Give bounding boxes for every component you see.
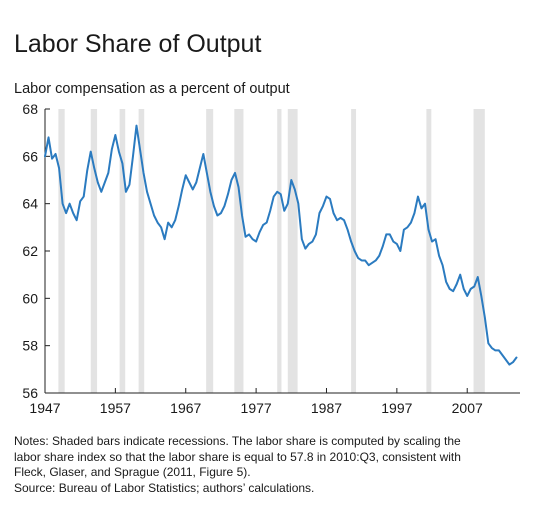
recession-bars: [58, 109, 485, 393]
chart-subtitle: Labor compensation as a percent of outpu…: [14, 81, 290, 97]
y-tick-label-68: 68: [22, 101, 38, 117]
notes-line-2: labor share index so that the labor shar…: [14, 449, 461, 464]
y-tick-label-66: 66: [22, 148, 38, 164]
recession-bar-3: [119, 109, 126, 393]
recession-bar-11: [473, 109, 485, 393]
notes-line-1: Notes: Shaded bars indicate recessions. …: [14, 434, 461, 448]
chart-title: Labor Share of Output: [14, 30, 262, 58]
y-tick-label-56: 56: [22, 385, 38, 401]
recession-bar-1: [58, 109, 65, 393]
x-tick-label-1987: 1987: [311, 400, 342, 416]
y-tick-label-58: 58: [22, 338, 38, 354]
x-tick-label-1977: 1977: [241, 400, 272, 416]
x-tick-label-1957: 1957: [100, 400, 131, 416]
line-chart: 56 58 60 62 64 66 68 1947 1957 1967 1977 1987 1997 20…: [22, 101, 520, 416]
y-tick-label-60: 60: [22, 290, 38, 306]
y-tick-label-64: 64: [22, 196, 38, 212]
y-tick-label-62: 62: [22, 243, 38, 259]
chart-notes: Notes: Shaded bars indicate recessions. …: [14, 434, 534, 496]
labor-share-line: [44, 124, 518, 366]
x-tick-label-1997: 1997: [381, 400, 412, 416]
source-line: Source: Bureau of Labor Statistics; auth…: [14, 480, 315, 495]
recession-bar-8: [287, 109, 298, 393]
recession-bar-4: [138, 109, 145, 393]
x-tick-label-1947: 1947: [29, 400, 60, 416]
axes: [44, 108, 520, 394]
recession-bar-10: [426, 109, 432, 393]
x-tick-label-1967: 1967: [170, 400, 201, 416]
recession-bar-2: [90, 109, 98, 393]
series-layer: [44, 124, 518, 366]
recession-bar-5: [206, 109, 214, 393]
recession-bar-7: [277, 109, 282, 393]
notes-line-3: Fleck, Glaser, and Sprague (2011, Figure…: [14, 465, 251, 479]
tick-labels: 56 58 60 62 64 66 68 1947 1957 1967 1977 1987 1997 20…: [22, 101, 483, 416]
x-tick-label-2007: 2007: [452, 400, 483, 416]
recession-bar-6: [234, 109, 244, 393]
